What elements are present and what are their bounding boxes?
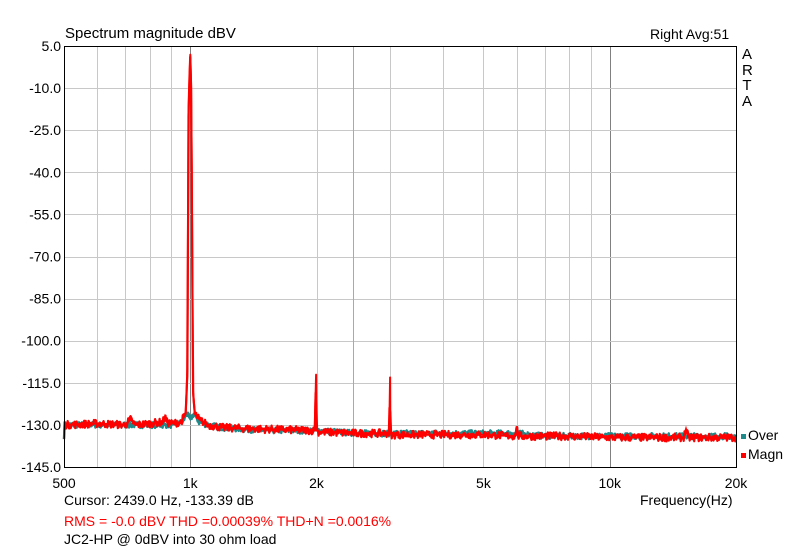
y-tick-label: -145.0 [21,459,61,475]
y-tick-label: -40.0 [29,164,61,180]
y-tick-label: 5.0 [42,38,62,54]
y-tick-label: -25.0 [29,122,61,138]
measurement-readout: RMS = -0.0 dBV THD =0.00039% THD+N =0.00… [64,513,392,529]
legend-swatch [741,452,746,458]
cursor-readout: Cursor: 2439.0 Hz, -133.39 dB [64,492,254,508]
brand-letter: T [742,77,752,94]
chart-series [62,53,738,443]
x-axis-title: Frequency(Hz) [640,492,733,508]
legend-label: Magn [748,446,784,462]
data-point-peak [315,373,317,376]
series-anchor-line-magn [63,54,736,439]
series-magn [62,53,738,443]
data-point-peak [192,390,194,393]
y-tick-label: -10.0 [29,80,61,96]
data-point-peak [189,53,192,56]
channel-average-info: Right Avg:51 [650,26,730,42]
data-point-peak [188,81,191,84]
measurement-note: JC2-HP @ 0dBV into 30 ohm load [64,531,277,547]
chart-grid [64,46,737,468]
y-tick-label: -55.0 [29,206,61,222]
legend-label: Over [748,427,779,443]
x-tick-label: 1k [183,475,199,491]
data-point-peak [191,227,193,230]
x-axis-tick-labels: 500 1k 2k 5k 10k 20k [52,475,748,491]
y-tick-label: -85.0 [29,291,61,307]
legend-item-over: Over [741,427,778,443]
x-tick-label: 20k [725,475,749,491]
brand-letter: A [742,92,753,110]
plot-frame [64,46,737,468]
x-tick-label: 5k [476,475,492,491]
data-point-peak [389,376,391,378]
y-tick-label: -115.0 [22,375,61,391]
y-tick-label: -70.0 [29,249,61,265]
x-tick-label: 10k [598,475,622,491]
brand-letter: R [742,61,753,79]
data-point-peak [187,115,190,117]
x-tick-label: 2k [309,475,325,491]
arta-brand-label: A R T A [742,46,753,110]
chart-title: Spectrum magnitude dBV [65,25,236,42]
y-axis-tick-labels: 5.0 -10.0 -25.0 -40.0 -55.0 -70.0 -85.0 -100.0 -… [21,38,61,475]
x-tick-label: 500 [52,475,76,491]
data-point-peak [186,367,189,370]
brand-letter: A [742,46,753,63]
y-tick-label: -130.0 [21,417,61,433]
legend-item-magn: Magn [741,446,783,462]
data-point-peak [190,87,192,89]
legend-swatch [741,433,746,439]
y-tick-label: -100.0 [21,333,61,349]
